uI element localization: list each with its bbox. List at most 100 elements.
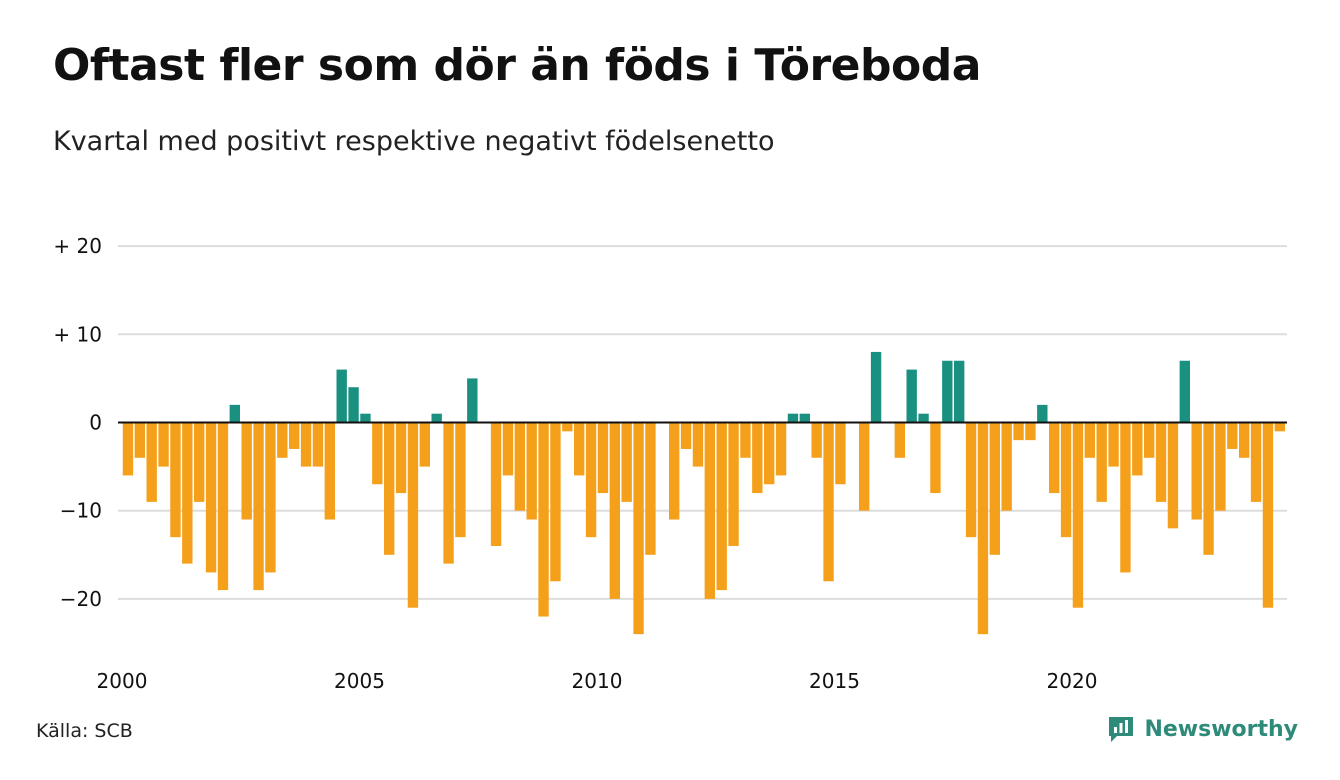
bar-negative <box>1227 422 1238 449</box>
bar-negative <box>134 422 145 458</box>
bar-negative <box>752 422 763 494</box>
bar-positive <box>918 413 929 423</box>
bar-negative <box>823 422 834 582</box>
x-axis-labels: 2000 2005 2010 2015 2020 <box>97 669 1098 693</box>
grid-lines <box>118 245 1287 600</box>
bar-negative <box>1167 422 1179 529</box>
bar-negative <box>989 422 1000 555</box>
bar-positive <box>799 413 810 423</box>
bar-positive <box>431 413 442 423</box>
bar-negative <box>1132 422 1143 476</box>
bar-negative <box>965 422 977 538</box>
bar-negative <box>395 422 407 494</box>
bar-positive <box>229 404 240 423</box>
bar-negative <box>502 422 514 476</box>
bar-negative <box>740 422 751 458</box>
bar-positive <box>336 369 347 423</box>
bar-negative <box>550 422 561 582</box>
y-axis-labels: + 20 + 10 0 −10 −20 <box>53 234 102 611</box>
bar-negative <box>609 422 620 599</box>
bar-positive <box>1179 360 1190 423</box>
bar-negative <box>1001 422 1012 511</box>
bar-positive <box>348 387 359 423</box>
bar-negative <box>443 422 454 564</box>
bar-negative <box>1072 422 1084 608</box>
brand-name: Newsworthy <box>1144 716 1298 742</box>
bar-negative <box>775 422 787 476</box>
bar-negative <box>146 422 157 502</box>
bar-positive <box>954 360 965 423</box>
bar-negative <box>894 422 905 458</box>
bar-negative <box>562 422 573 432</box>
bar-negative <box>1191 422 1202 520</box>
bar-negative <box>764 422 775 485</box>
bar-negative <box>182 422 193 564</box>
y-tick-label: + 10 <box>53 322 102 346</box>
bar-negative <box>1262 422 1274 608</box>
x-tick-label: 2000 <box>97 669 148 693</box>
bar-negative <box>859 422 870 511</box>
bar-negative <box>265 422 276 573</box>
y-tick-label: 0 <box>89 411 102 435</box>
source-note: Källa: SCB <box>36 720 133 742</box>
bar-negative <box>1049 422 1060 494</box>
bar-negative <box>384 422 395 555</box>
bar-negative <box>585 422 597 538</box>
bar-negative <box>170 422 181 538</box>
bar-negative <box>526 422 537 520</box>
y-tick-label: −20 <box>60 587 102 611</box>
bar-negative <box>1084 422 1095 458</box>
bars <box>122 351 1285 635</box>
bar-negative <box>1203 422 1214 555</box>
bar-negative <box>669 422 680 520</box>
brand-logo: Newsworthy <box>1106 714 1298 744</box>
bar-negative <box>455 422 466 538</box>
bar-negative <box>1025 422 1036 441</box>
bar-positive <box>787 413 799 423</box>
bar-negative <box>977 422 989 635</box>
x-tick-label: 2010 <box>572 669 623 693</box>
bar-positive <box>942 360 953 423</box>
bar-negative <box>1108 422 1119 467</box>
bar-negative <box>704 422 715 599</box>
bar-negative <box>1013 422 1024 441</box>
bar-negative <box>289 422 300 449</box>
bar-negative <box>253 422 264 591</box>
bar-negative <box>1215 422 1226 511</box>
x-tick-label: 2005 <box>334 669 385 693</box>
bar-negative <box>419 422 430 467</box>
bar-negative <box>680 422 692 449</box>
x-tick-label: 2020 <box>1047 669 1098 693</box>
bar-negative <box>217 422 229 591</box>
bar-negative <box>692 422 704 467</box>
bar-chart: + 20 + 10 0 −10 −20 2000 2005 2010 2015 2020 <box>53 234 1287 693</box>
bar-negative <box>1096 422 1107 502</box>
chart-subtitle: Kvartal med positivt respektive negativt… <box>53 126 775 157</box>
bar-negative <box>1239 422 1250 458</box>
bar-positive <box>467 378 478 423</box>
bar-negative <box>194 422 205 502</box>
bar-negative <box>205 422 217 573</box>
bar-negative <box>1120 422 1131 573</box>
bar-negative <box>324 422 335 520</box>
chart-title: Oftast fler som dör än föds i Töreboda <box>53 40 981 91</box>
bar-positive <box>1037 404 1048 423</box>
bar-negative <box>300 422 312 467</box>
bar-negative <box>574 422 585 476</box>
x-tick-label: 2015 <box>809 669 860 693</box>
bar-positive <box>360 413 371 423</box>
bar-negative <box>728 422 739 546</box>
bar-negative <box>122 422 134 476</box>
y-tick-label: + 20 <box>53 234 102 258</box>
bar-negative <box>1274 422 1285 432</box>
bar-negative <box>621 422 632 502</box>
bar-negative <box>811 422 822 458</box>
bar-negative <box>1060 422 1072 538</box>
bar-negative <box>633 422 644 635</box>
bar-negative <box>1250 422 1262 502</box>
bar-negative <box>372 422 383 485</box>
bar-negative <box>1144 422 1155 458</box>
bar-negative <box>597 422 609 494</box>
bar-negative <box>716 422 727 591</box>
bar-negative <box>490 422 502 546</box>
